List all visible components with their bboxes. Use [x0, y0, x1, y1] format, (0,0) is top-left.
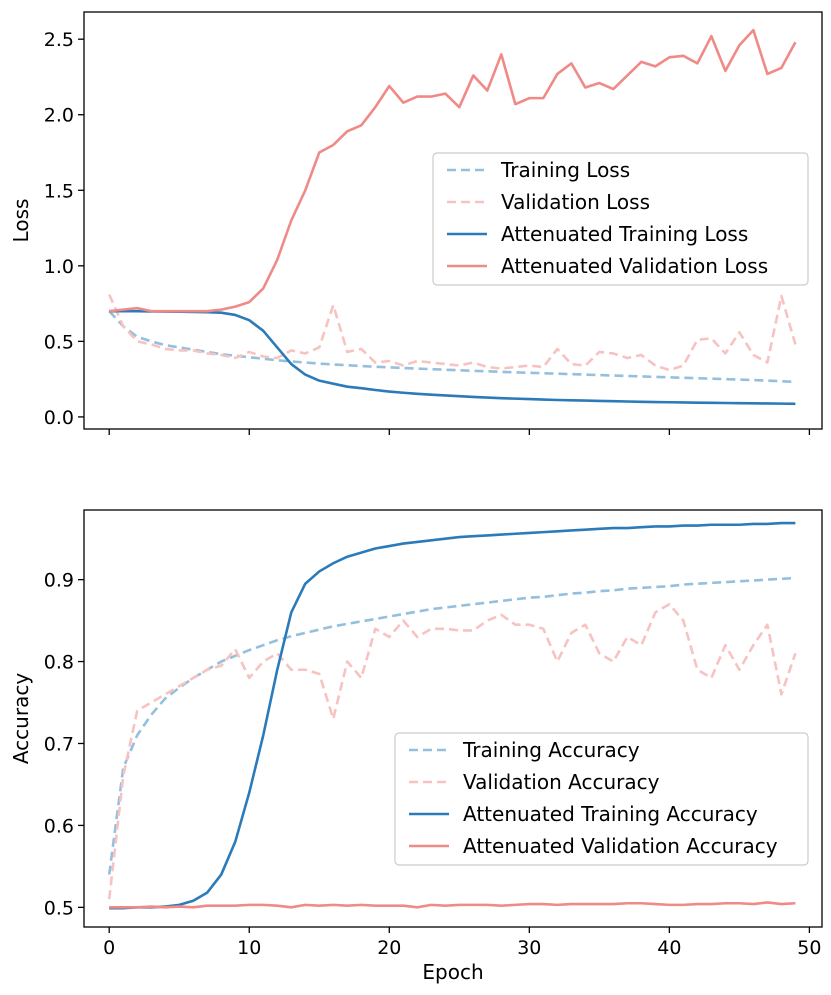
y-tick-label: 0.5 — [44, 897, 74, 919]
x-tick-label: 30 — [517, 937, 541, 959]
x-tick-label: 0 — [103, 937, 115, 959]
series-line-validation-loss — [108, 294, 797, 372]
legend-label-attenuated-training-loss: Attenuated Training Loss — [501, 222, 748, 246]
series-line-validation-accuracy — [107, 602, 797, 900]
legend-label-attenuated-validation-accuracy: Attenuated Validation Accuracy — [463, 834, 778, 858]
legend: Training Accuracy Validation Accuracy Atte… — [394, 732, 809, 866]
series-group — [107, 521, 797, 910]
x-tick-label: 50 — [797, 937, 821, 959]
axes-frame — [83, 11, 823, 430]
chart-accuracy: 0.5 0.6 0.7 0.8 0.9 0 10 20 30 40 50 Accuracy Epoch T… — [9, 509, 823, 984]
y-tick-label: 0.0 — [44, 407, 74, 429]
y-tick-label: 1.0 — [44, 256, 74, 278]
y-tick-label: 0.6 — [44, 815, 74, 837]
series-group — [108, 28, 797, 406]
series-line-attenuated-training-loss — [109, 309, 796, 406]
y-tick-label: 0.8 — [44, 652, 74, 674]
x-tick-label: 40 — [657, 937, 681, 959]
legend-label-validation-accuracy: Validation Accuracy — [463, 770, 660, 794]
x-tick-label: 20 — [377, 937, 401, 959]
y-tick-label: 0.5 — [44, 331, 74, 353]
series-line-attenuated-validation-loss — [109, 28, 797, 313]
y-tick-label: 0.9 — [44, 570, 74, 592]
legend: Training Loss Validation Loss Attenuated T… — [432, 152, 809, 286]
legend-box — [394, 732, 809, 866]
x-tick-label: 10 — [237, 937, 261, 959]
y-axis-title: Accuracy — [9, 673, 33, 764]
legend-label-validation-loss: Validation Loss — [501, 190, 650, 214]
series-line-training-accuracy — [107, 576, 796, 875]
legend-label-training-accuracy: Training Accuracy — [462, 738, 640, 762]
axes-frame — [83, 509, 823, 928]
y-axis-title: Loss — [9, 199, 33, 243]
legend-label-attenuated-validation-loss: Attenuated Validation Loss — [501, 254, 768, 278]
x-axis-title: Epoch — [422, 960, 483, 984]
y-tick-label: 0.7 — [44, 733, 74, 755]
y-tick-label: 2.0 — [44, 105, 74, 127]
series-line-attenuated-validation-accuracy — [109, 901, 796, 909]
series-line-attenuated-training-accuracy — [109, 521, 796, 910]
legend-label-attenuated-training-accuracy: Attenuated Training Accuracy — [463, 802, 758, 826]
y-tick-label: 2.5 — [44, 29, 74, 51]
chart-loss: 0.0 0.5 1.0 1.5 2.0 2.5 Loss Training Loss Valid… — [9, 11, 823, 435]
legend-label-training-loss: Training Loss — [500, 158, 630, 182]
y-tick-label: 1.5 — [44, 180, 74, 202]
legend-box — [432, 152, 809, 286]
